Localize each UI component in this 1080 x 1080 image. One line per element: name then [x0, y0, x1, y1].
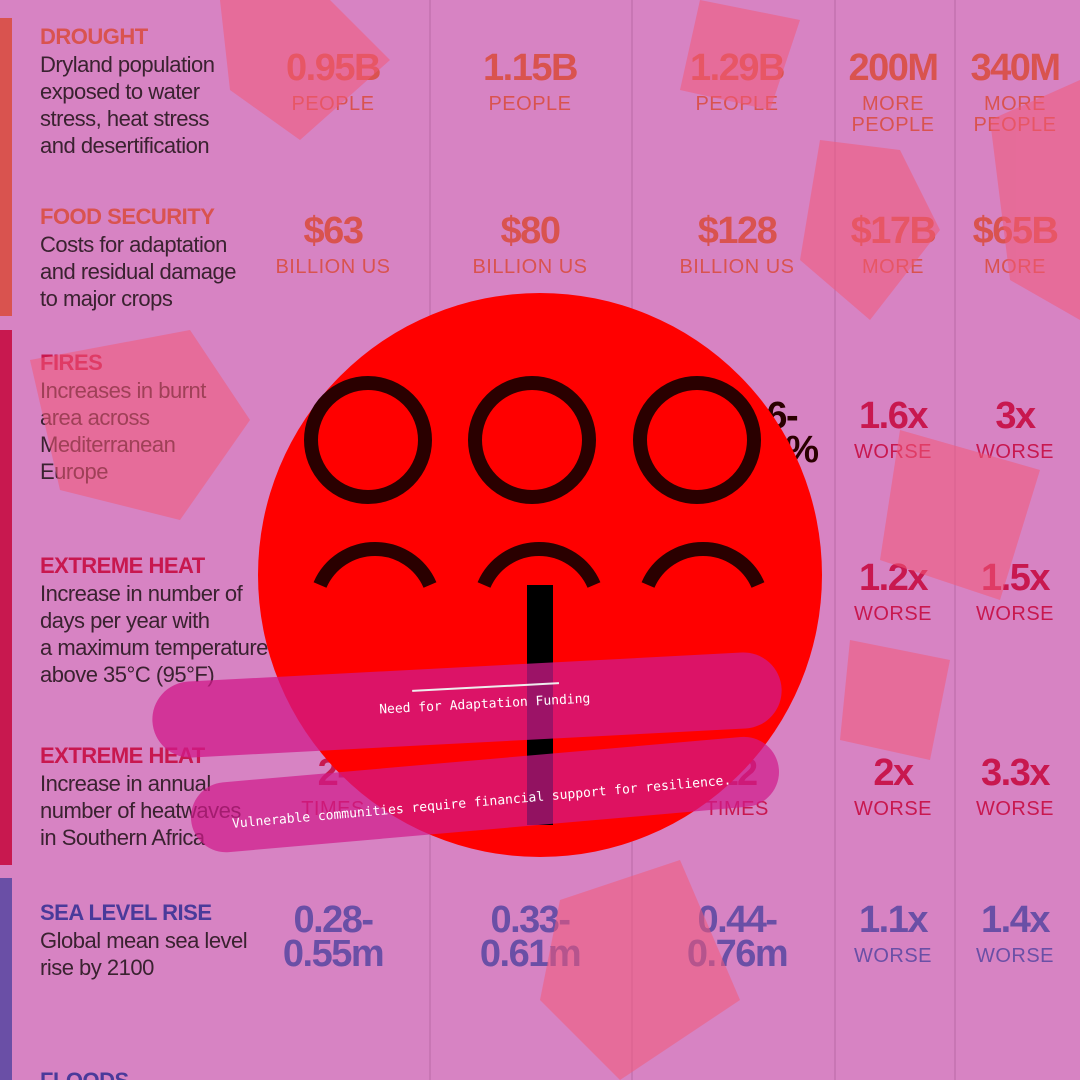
value: 3x [995, 395, 1036, 437]
unit: WORSE [976, 945, 1054, 967]
value: $128 [698, 210, 777, 252]
unit: WORSE [976, 798, 1054, 820]
message-pill [190, 736, 779, 853]
unit: BILLION US [275, 256, 390, 278]
description: Global mean sea level [40, 928, 247, 953]
description: Costs for adaptation [40, 232, 227, 257]
description: and residual damage [40, 259, 236, 284]
value: 340M [970, 47, 1059, 89]
unit: BILLION US [472, 256, 587, 278]
value: 1.1x [859, 899, 928, 941]
unit: WORSE [976, 603, 1054, 625]
section-bar [0, 330, 12, 865]
unit: BILLION US [679, 256, 794, 278]
unit: WORSE [854, 798, 932, 820]
value: $63 [304, 210, 363, 252]
description: a maximum temperature [40, 635, 268, 660]
description: Dryland population [40, 52, 214, 77]
blobs [30, 0, 1080, 1080]
description: and desertification [40, 133, 209, 158]
category-title: DROUGHT [40, 24, 149, 49]
value: 200M [848, 47, 937, 89]
category-title: FLOODS [40, 1068, 129, 1080]
category-title: SEA LEVEL RISE [40, 900, 212, 925]
section-bar [0, 18, 12, 316]
pill [152, 652, 782, 758]
description: to major crops [40, 286, 173, 311]
donuts [304, 376, 765, 589]
unit: WORSE [854, 945, 932, 967]
description: Increase in annual [40, 771, 211, 796]
description: days per year with [40, 608, 210, 633]
heading-pill [152, 652, 782, 758]
category-title: FOOD SECURITY [40, 204, 215, 229]
unit: WORSE [854, 603, 932, 625]
value: $80 [501, 210, 560, 252]
description: in Southern Africa [40, 825, 206, 850]
value: 2x [873, 752, 914, 794]
value: 0.55m [283, 933, 383, 975]
unit: PEOPLE [488, 93, 571, 115]
description: Increase in number of [40, 581, 244, 606]
value: 3.3x [981, 752, 1050, 794]
pill [190, 736, 779, 853]
section-bar [0, 878, 12, 1080]
category-title: EXTREME HEAT [40, 553, 206, 578]
value: 0.28- [293, 899, 373, 941]
value: 1.6x [859, 395, 928, 437]
description: rise by 2100 [40, 955, 154, 980]
unit: PEOPLE [851, 114, 934, 136]
unit: MORE [862, 93, 924, 115]
value: 1.4x [981, 899, 1050, 941]
value: 1.15B [483, 47, 577, 89]
description: stress, heat stress [40, 106, 210, 131]
description: exposed to water [40, 79, 200, 104]
